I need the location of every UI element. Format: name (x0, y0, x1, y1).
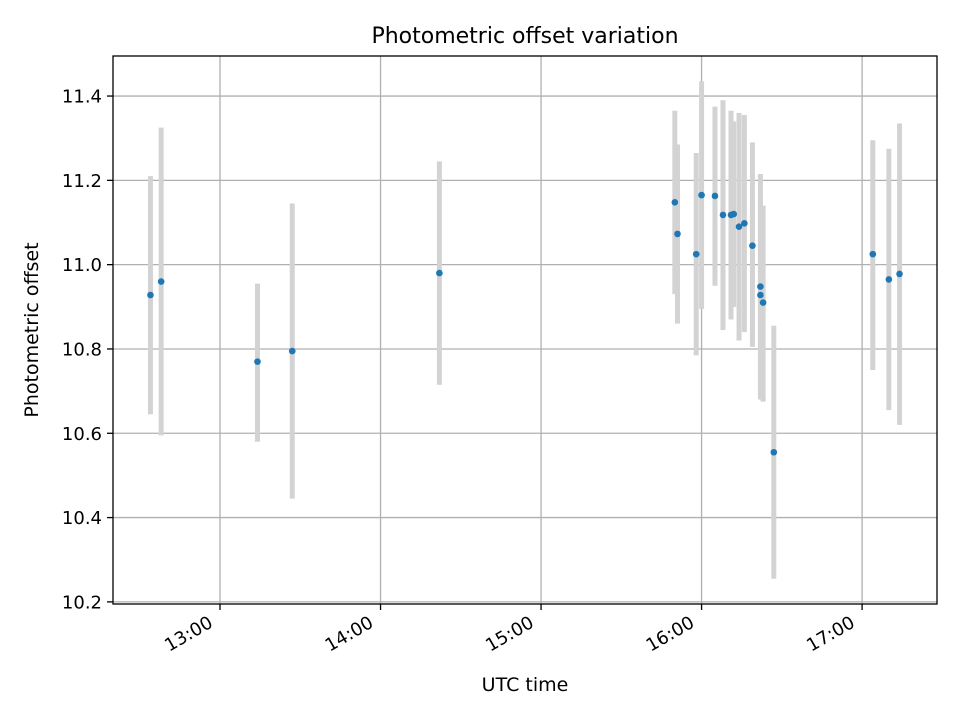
data-point (674, 230, 681, 238)
data-point (741, 220, 748, 227)
y-tick-label: 10.4 (62, 508, 102, 529)
data-point (288, 347, 296, 355)
plot-frame (112, 55, 938, 605)
y-tick-label: 11.0 (62, 255, 102, 276)
data-point (896, 270, 903, 278)
y-tick-label: 10.2 (62, 592, 102, 613)
data-point (885, 276, 893, 283)
point-layer (147, 191, 903, 456)
chart-title: Photometric offset variation (371, 24, 678, 49)
data-point (711, 192, 719, 200)
y-tick-label: 10.6 (62, 424, 102, 445)
data-point (730, 210, 737, 218)
data-point (254, 358, 261, 365)
y-tick-label: 10.8 (62, 339, 102, 360)
data-point (436, 269, 443, 277)
data-point (692, 250, 700, 258)
data-point (770, 448, 778, 456)
data-point (157, 278, 165, 285)
data-point (749, 242, 756, 249)
data-point (147, 291, 154, 299)
grid-layer (113, 56, 937, 604)
data-point (735, 223, 743, 231)
y-tick-label: 11.2 (62, 171, 102, 192)
data-point (698, 191, 705, 199)
data-point (869, 250, 877, 258)
data-point (719, 211, 727, 219)
data-point (757, 283, 764, 290)
data-point (671, 198, 679, 206)
x-axis-title: UTC time (482, 674, 569, 696)
y-tick-label: 11.4 (62, 87, 102, 108)
data-point (759, 299, 767, 306)
data-point (757, 291, 764, 299)
y-axis-title: Photometric offset (21, 242, 43, 417)
